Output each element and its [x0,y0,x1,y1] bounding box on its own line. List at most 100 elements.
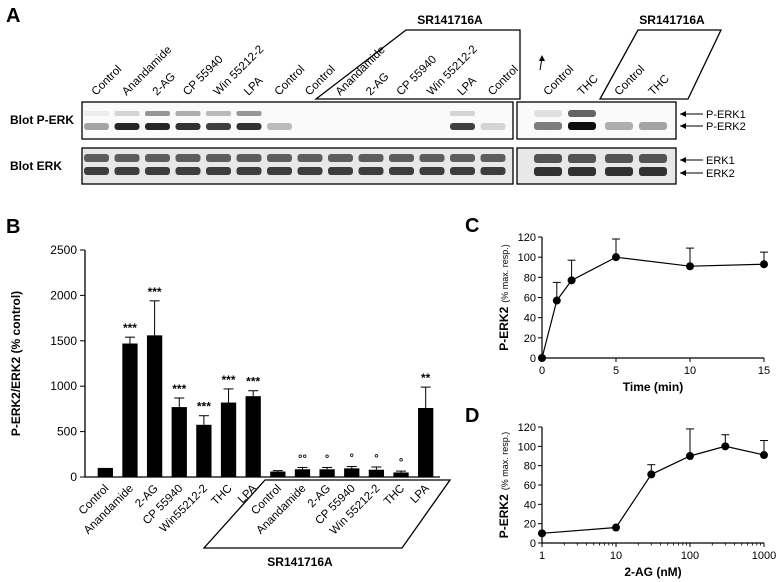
erk2-band [297,167,323,175]
x-tick-label: 1 [539,550,545,562]
data-point [612,523,620,532]
y-tick-label: 20 [524,333,536,345]
bar [393,472,409,477]
significance-label: *** [123,321,137,335]
y-axis-label: P-ERK2 (% max. resp.) [497,432,511,539]
sr-bracket-left [314,29,521,100]
bar [418,407,434,477]
sr-group-label: SR141716A [267,555,333,569]
perk1-band [114,111,140,116]
data-point [760,451,768,460]
perk1-band [450,111,475,116]
perk1-band [175,111,201,116]
erk2-band [450,167,475,175]
arrow-head-perk2 [680,123,686,129]
panel-letter-c: C [465,215,479,237]
data-point [538,529,546,538]
significance-label: ° [350,453,354,465]
erk1-band [267,154,292,162]
significance-label: *** [197,400,211,414]
perk2-band [206,123,231,130]
bar [344,468,360,477]
y-tick-label: 1000 [50,379,77,393]
perk2-band [639,122,667,130]
data-point [552,296,561,305]
blot-bands [84,110,667,176]
lane-label: LPA [456,75,479,98]
y-axis-label-main: P-ERK2 [497,306,511,350]
erk1-band [84,154,109,162]
erk2-band [84,167,109,175]
erk2-band [534,167,562,176]
erk1-band [297,154,323,162]
significance-label: *** [172,382,186,396]
bar [196,424,212,477]
erk1-band [639,154,667,163]
erk2-band [175,167,201,175]
perk2-band [114,123,140,130]
lane-label: Control [542,63,577,98]
panel-letter-b: B [6,216,20,238]
y-axis-label-main: P-ERK2 [497,494,511,538]
x-tick-label: 10 [684,365,696,377]
erk2-band [605,167,633,176]
erk2-band [358,167,384,175]
bar [171,407,187,477]
bar-chart: 0 500 1000 1500 2000 2500 P-ERK2/ERK2 (% contr… [9,243,452,569]
lane-label: Control [486,63,521,98]
erk1-band [389,154,414,162]
bar [294,469,311,477]
panel-letter-a: A [6,5,20,27]
y-tick-label: 500 [57,425,77,439]
label-erk2: ERK2 [706,168,735,180]
data-point [686,452,694,460]
label-perk2: P-ERK2 [706,121,746,133]
erk2-band [639,167,667,176]
erk1-band [480,154,506,162]
erk1-band [605,154,633,163]
erk2-band [389,167,414,175]
y-tick-label: 60 [524,293,536,305]
data-point [567,276,576,285]
sr-bracket-right [598,29,723,100]
x-tick-label: 1000 [752,550,776,562]
y-tick-label: 0 [530,353,536,365]
bar [122,343,138,477]
data-point [721,442,730,451]
y-tick-label: 100 [518,252,536,264]
erk1-band [358,154,384,162]
y-tick-label: 120 [518,422,536,434]
x-tick-label: LPA [409,482,432,505]
data-point [686,262,694,271]
bar [270,471,286,477]
arrow-head-erk2 [680,170,686,176]
series-line [541,256,765,359]
y-tick-label: 0 [530,538,536,550]
x-tick-label: 5 [613,365,619,377]
erk1-band [419,154,445,162]
bar [368,469,385,477]
erk1-band [145,154,170,162]
arrow-head-erk1 [680,157,686,163]
time-course-chart: 0 20 40 60 80 100 120 0 5 10 15 Time (min) P-ERK2 (% … [497,232,770,394]
erk2-band [267,167,292,175]
lane-label: LPA [242,75,265,98]
x-tick-label: THC [382,483,407,508]
x-tick-label: 15 [758,365,770,377]
y-tick-label: 80 [524,272,536,284]
perk2-band [450,123,475,130]
perk2-band [568,122,596,130]
x-axis-label: Time (min) [623,380,683,394]
lane-label: 2-AG [151,71,179,99]
significance-label: *** [148,285,162,299]
significance-label: ° [325,453,329,465]
perk1-band [236,111,262,116]
row-label-perk: Blot P-ERK [10,113,74,127]
erk2-band [568,167,596,176]
erk-blot-right [516,147,677,185]
lane-label: Control [613,63,648,98]
significance-label: ° [374,453,378,465]
label-erk1: ERK1 [706,155,735,167]
x-tick-label: 10 [610,550,622,562]
